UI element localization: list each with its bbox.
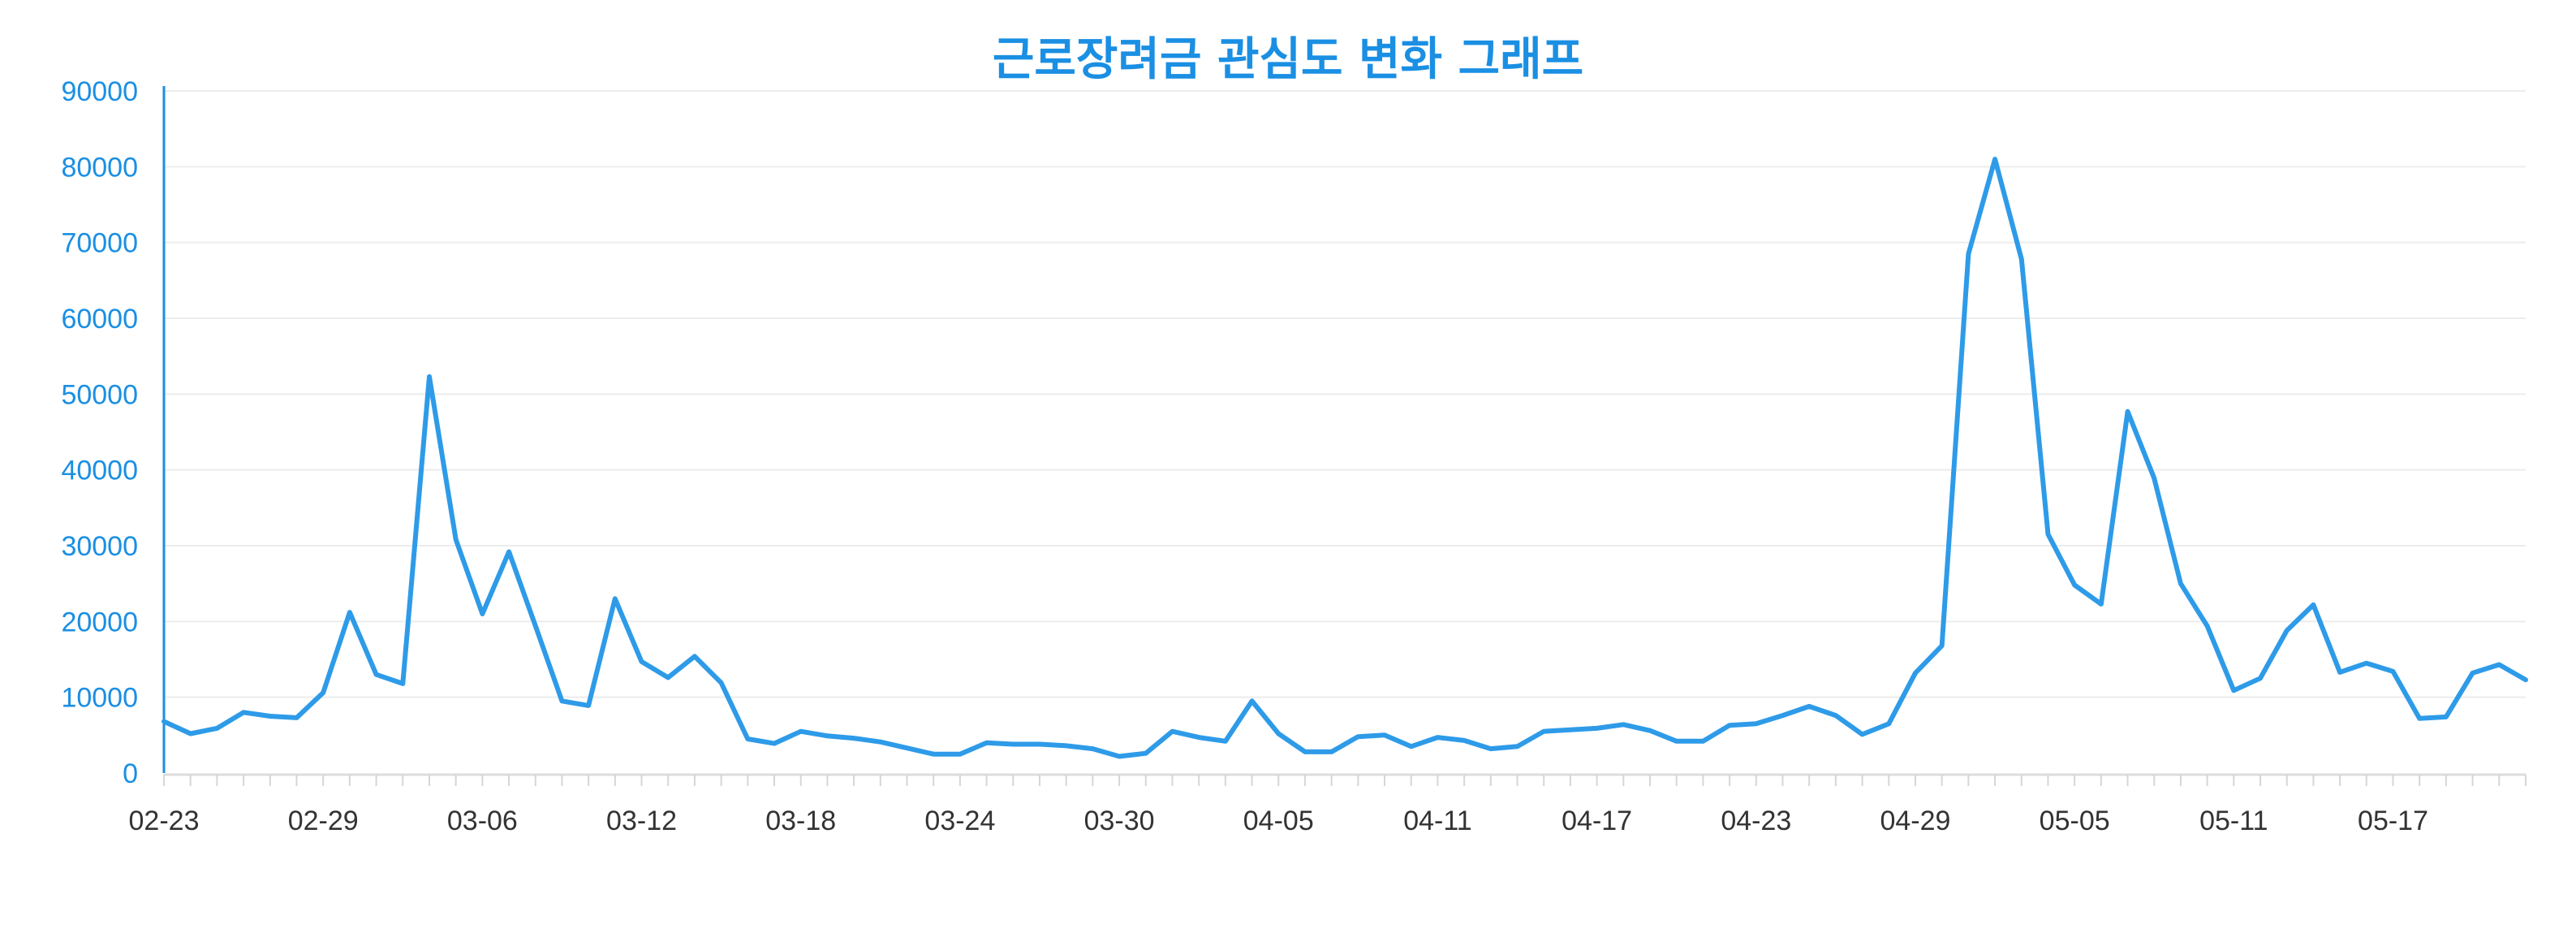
chart-title: 근로장려금 관심도 변화 그래프 — [992, 33, 1584, 86]
x-tick-label: 04-23 — [1721, 806, 1791, 836]
x-tick-label: 05-11 — [2199, 806, 2268, 836]
x-tick-label: 05-05 — [2040, 806, 2110, 836]
x-tick-label: 04-29 — [1880, 806, 1950, 836]
x-tick-label: 03-12 — [606, 806, 677, 836]
y-tick-labels: 0 10000 20000 30000 40000 50000 60000 70000 8000… — [61, 76, 138, 789]
y-tick-label: 10000 — [61, 683, 138, 714]
gridlines — [164, 90, 2526, 698]
x-tick-labels: 02-23 02-29 03-06 03-12 03-18 03-24 03-30 04-05… — [129, 806, 2428, 836]
y-tick-label: 30000 — [61, 531, 138, 562]
series — [162, 157, 2528, 759]
x-tick-label: 03-30 — [1084, 806, 1155, 836]
axes — [162, 86, 2526, 786]
y-tick-label: 70000 — [61, 228, 138, 259]
y-tick-label: 80000 — [61, 152, 138, 183]
x-tick-label: 04-05 — [1243, 806, 1314, 836]
y-tick-label: 40000 — [61, 456, 138, 486]
y-tick-label: 20000 — [61, 607, 138, 637]
x-tick-label: 05-17 — [2358, 806, 2428, 836]
x-tick-label: 03-06 — [447, 806, 518, 836]
x-tick-label: 02-23 — [129, 806, 200, 836]
x-tick-label: 03-24 — [924, 806, 995, 836]
x-tick-label: 04-11 — [1403, 806, 1471, 836]
x-tick-label: 03-18 — [765, 806, 836, 836]
y-tick-label: 0 — [123, 758, 138, 789]
series-line — [162, 157, 2528, 759]
x-tick-label: 04-17 — [1562, 806, 1632, 836]
y-tick-label: 90000 — [61, 76, 138, 107]
y-tick-label: 60000 — [61, 304, 138, 335]
y-tick-label: 50000 — [61, 379, 138, 410]
x-tick-label: 02-29 — [288, 806, 359, 836]
